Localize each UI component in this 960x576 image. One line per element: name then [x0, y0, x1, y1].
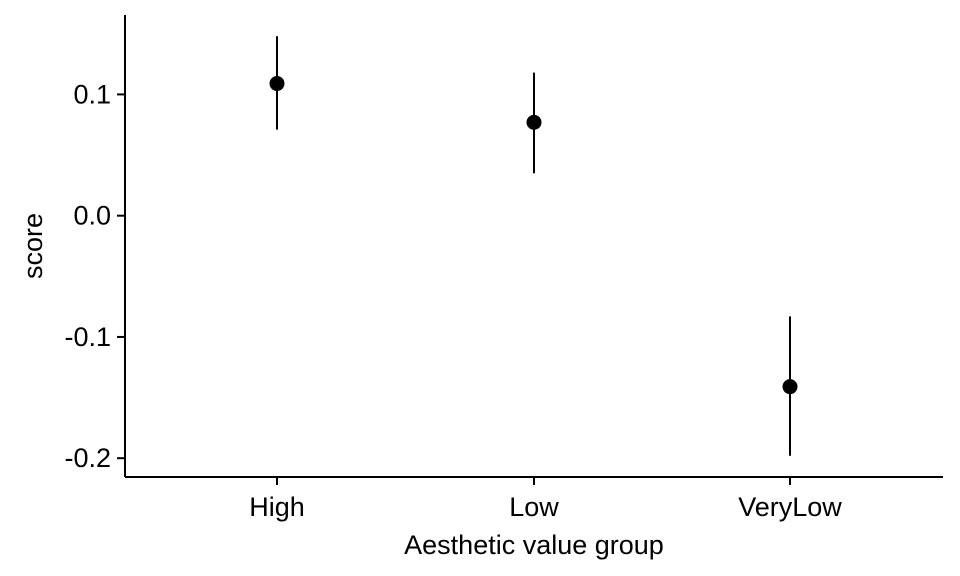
y-axis-title: score	[18, 213, 48, 279]
x-axis: High Low VeryLow	[125, 476, 943, 522]
y-tick-label: -0.1	[64, 322, 111, 352]
data-point	[526, 114, 542, 130]
x-tick-label: Low	[509, 492, 559, 522]
data-point	[269, 76, 285, 92]
y-tick-label: 0.0	[73, 201, 111, 231]
y-axis: 0.1 0.0 -0.1 -0.2	[64, 15, 126, 477]
x-tick-label: VeryLow	[738, 492, 842, 522]
x-tick-label: High	[249, 492, 305, 522]
plot-area	[269, 36, 798, 456]
y-tick-label: 0.1	[73, 79, 111, 109]
data-point	[782, 379, 798, 395]
y-tick-label: -0.2	[64, 443, 111, 473]
x-axis-title: Aesthetic value group	[404, 530, 664, 560]
